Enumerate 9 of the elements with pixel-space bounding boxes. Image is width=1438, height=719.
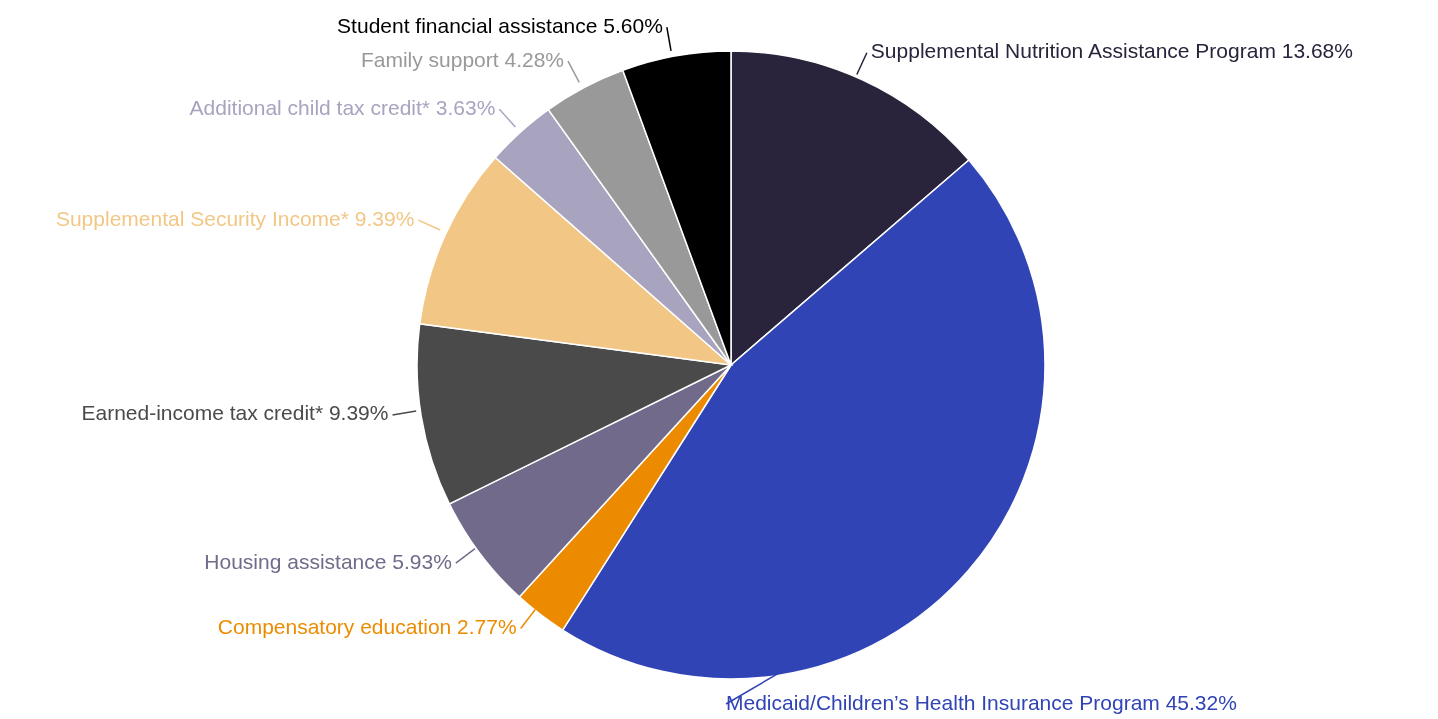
slice-label: Compensatory education 2.77% bbox=[217, 615, 517, 639]
slice-label: Family support 4.28% bbox=[360, 47, 565, 71]
slice-label: Housing assistance 5.93% bbox=[204, 549, 452, 573]
slice-label: Additional child tax credit* 3.63% bbox=[189, 95, 496, 119]
slice-label: Student financial assistance 5.60% bbox=[337, 13, 663, 37]
slice-label: Supplemental Nutrition Assistance Program 13.68% bbox=[870, 39, 1353, 63]
slice-label: Supplemental Security Income* 9.39% bbox=[55, 206, 415, 230]
slice-label: Earned-income tax credit* 9.39% bbox=[81, 401, 389, 425]
slice-label: Medicaid/Children’s Health Insurance Program 45.32% bbox=[726, 690, 1237, 714]
